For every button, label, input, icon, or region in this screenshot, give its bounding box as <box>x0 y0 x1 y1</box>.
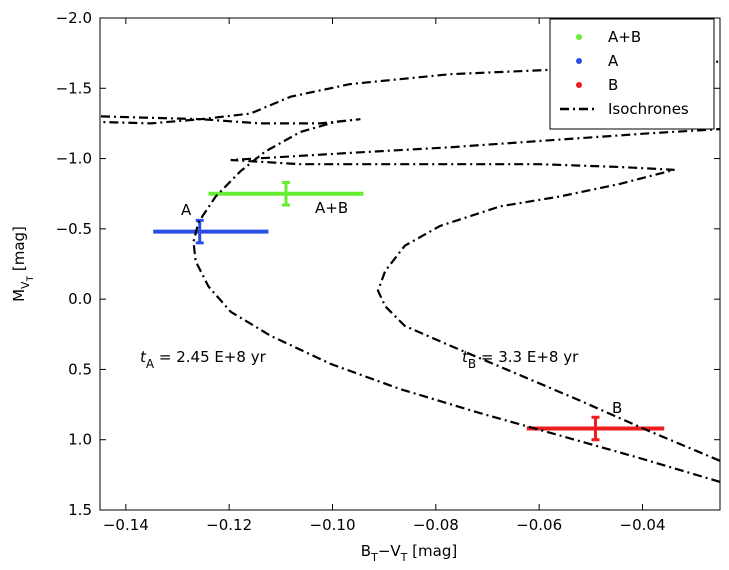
annotation: A <box>181 201 192 219</box>
annotation-part: = 2.45 E+8 yr <box>154 348 267 366</box>
legend-swatch <box>576 34 582 40</box>
y-axis-label: MVT [mag] <box>10 226 36 302</box>
legend-label: A+B <box>608 28 641 46</box>
y-tick-label: 1.5 <box>68 501 92 519</box>
x-tick-label: −0.08 <box>413 516 459 534</box>
y-tick-label: −1.0 <box>56 150 92 168</box>
y-error-bar <box>591 415 600 442</box>
y-label-part: M <box>10 289 28 302</box>
y-tick-label: 0.0 <box>68 290 92 308</box>
annotation: tA = 2.45 E+8 yr <box>140 348 267 371</box>
annotation-part: A <box>146 357 155 371</box>
x-label-part: T <box>400 551 408 564</box>
annotation-part: A+B <box>315 199 348 217</box>
annotation-part: B <box>612 399 622 417</box>
annotation-part: t <box>140 348 147 366</box>
y-label-part: V <box>19 281 32 289</box>
legend-label: Isochrones <box>608 100 689 118</box>
x-label-part: B <box>361 542 371 560</box>
y-error-bar <box>195 218 204 245</box>
y-label-part: [mag] <box>10 226 28 276</box>
annotation: B <box>612 399 622 417</box>
x-tick-label: −0.12 <box>206 516 252 534</box>
y-tick-label: −1.5 <box>56 79 92 97</box>
y-error-bar <box>282 180 290 207</box>
annotation-part: A <box>181 201 192 219</box>
annotation: A+B <box>315 199 348 217</box>
annotation-part: t <box>462 348 469 366</box>
legend-swatch <box>576 58 582 64</box>
legend-label: B <box>608 76 618 94</box>
plot-frame <box>99 17 721 511</box>
y-label-part: T <box>26 275 36 282</box>
y-tick-label: 0.5 <box>68 360 92 378</box>
legend-label: A <box>608 52 619 70</box>
annotation: tB = 3.3 E+8 yr <box>462 348 579 371</box>
y-tick-label: 1.0 <box>68 431 92 449</box>
y-tick-label: −2.0 <box>56 9 92 27</box>
x-axis-label: BT−VT [mag] <box>361 542 457 564</box>
legend-swatch <box>576 82 582 88</box>
x-tick-label: −0.04 <box>620 516 666 534</box>
x-tick-label: −0.10 <box>310 516 356 534</box>
x-label-part: T <box>370 551 378 564</box>
y-tick-label: −0.5 <box>56 220 92 238</box>
annotation-part: = 3.3 E+8 yr <box>476 348 579 366</box>
x-label-part: −V <box>378 542 402 560</box>
annotation-part: B <box>468 357 476 371</box>
x-tick-label: −0.14 <box>103 516 149 534</box>
x-label-part: [mag] <box>407 542 457 560</box>
x-tick-label: −0.06 <box>516 516 562 534</box>
